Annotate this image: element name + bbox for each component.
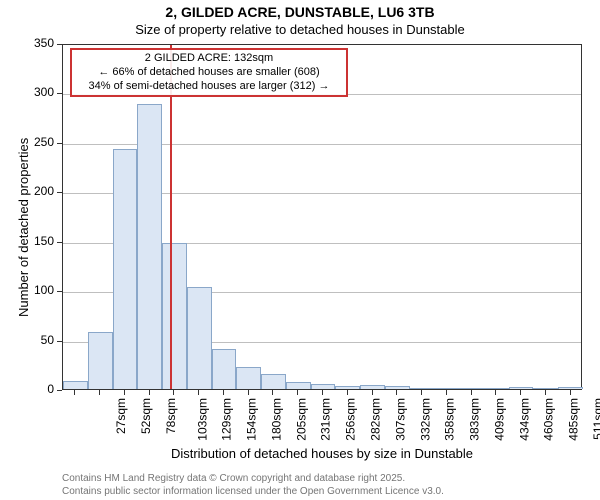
x-tick-label: 231sqm xyxy=(319,398,333,441)
histogram-bar xyxy=(410,388,435,389)
y-tick-label: 150 xyxy=(0,234,54,248)
chart-subtitle: Size of property relative to detached ho… xyxy=(0,22,600,37)
y-tick-label: 100 xyxy=(0,283,54,297)
y-tick-label: 350 xyxy=(0,36,54,50)
x-tick-label: 78sqm xyxy=(164,398,178,434)
y-tick-mark xyxy=(57,291,62,292)
histogram-bar xyxy=(360,385,385,389)
y-tick-label: 50 xyxy=(0,333,54,347)
y-tick-mark xyxy=(57,390,62,391)
histogram-bar xyxy=(286,382,311,389)
chart-container: { "chart": { "type": "histogram", "title… xyxy=(0,0,600,500)
y-tick-mark xyxy=(57,143,62,144)
x-tick-mark xyxy=(446,390,447,395)
x-tick-mark xyxy=(520,390,521,395)
histogram-bar xyxy=(558,387,583,389)
footer-line-1: Contains HM Land Registry data © Crown c… xyxy=(62,472,444,485)
x-tick-label: 52sqm xyxy=(139,398,153,434)
histogram-bar xyxy=(335,386,360,389)
x-tick-mark xyxy=(248,390,249,395)
x-tick-mark xyxy=(124,390,125,395)
x-tick-label: 282sqm xyxy=(369,398,383,441)
x-tick-label: 485sqm xyxy=(567,398,581,441)
histogram-bar xyxy=(187,287,212,389)
footer-attribution: Contains HM Land Registry data © Crown c… xyxy=(62,472,444,498)
y-tick-label: 200 xyxy=(0,184,54,198)
x-tick-mark xyxy=(396,390,397,395)
y-tick-mark xyxy=(57,242,62,243)
y-tick-mark xyxy=(57,192,62,193)
x-tick-label: 434sqm xyxy=(517,398,531,441)
x-tick-mark xyxy=(372,390,373,395)
y-tick-label: 0 xyxy=(0,382,54,396)
x-tick-label: 460sqm xyxy=(542,398,556,441)
x-tick-label: 409sqm xyxy=(493,398,507,441)
histogram-bar xyxy=(261,374,286,389)
x-tick-label: 103sqm xyxy=(195,398,209,441)
chart-title: 2, GILDED ACRE, DUNSTABLE, LU6 3TB xyxy=(0,4,600,20)
x-tick-mark xyxy=(173,390,174,395)
histogram-bar xyxy=(63,381,88,389)
x-tick-mark xyxy=(347,390,348,395)
y-tick-mark xyxy=(57,93,62,94)
y-tick-label: 300 xyxy=(0,85,54,99)
histogram-bar xyxy=(509,387,534,389)
x-tick-mark xyxy=(74,390,75,395)
x-tick-mark xyxy=(322,390,323,395)
histogram-bar xyxy=(162,243,187,389)
x-axis-label: Distribution of detached houses by size … xyxy=(62,446,582,461)
x-tick-label: 383sqm xyxy=(468,398,482,441)
x-tick-label: 205sqm xyxy=(294,398,308,441)
histogram-bar xyxy=(434,388,459,389)
x-tick-label: 332sqm xyxy=(418,398,432,441)
x-tick-mark xyxy=(421,390,422,395)
histogram-bar xyxy=(484,388,509,389)
x-tick-mark xyxy=(545,390,546,395)
x-tick-label: 154sqm xyxy=(245,398,259,441)
y-tick-mark xyxy=(57,341,62,342)
x-tick-label: 358sqm xyxy=(443,398,457,441)
histogram-bar xyxy=(113,149,138,389)
histogram-bar xyxy=(212,349,237,389)
histogram-bar xyxy=(533,388,558,389)
footer-line-2: Contains public sector information licen… xyxy=(62,485,444,498)
histogram-bar xyxy=(459,388,484,389)
x-tick-mark xyxy=(223,390,224,395)
x-tick-label: 256sqm xyxy=(344,398,358,441)
y-tick-label: 250 xyxy=(0,135,54,149)
x-tick-mark xyxy=(149,390,150,395)
y-tick-mark xyxy=(57,44,62,45)
x-tick-mark xyxy=(198,390,199,395)
x-tick-mark xyxy=(570,390,571,395)
annotation-line-2: ← 66% of detached houses are smaller (60… xyxy=(78,66,340,80)
x-tick-label: 27sqm xyxy=(114,398,128,434)
x-tick-mark xyxy=(495,390,496,395)
histogram-bar xyxy=(236,367,261,389)
histogram-bar xyxy=(311,384,336,389)
histogram-bar xyxy=(88,332,113,389)
x-tick-label: 180sqm xyxy=(270,398,284,441)
x-tick-label: 511sqm xyxy=(591,398,600,440)
x-tick-mark xyxy=(471,390,472,395)
x-tick-mark xyxy=(99,390,100,395)
x-tick-label: 129sqm xyxy=(220,398,234,441)
annotation-box: 2 GILDED ACRE: 132sqm ← 66% of detached … xyxy=(70,48,348,97)
annotation-line-1: 2 GILDED ACRE: 132sqm xyxy=(78,52,340,66)
x-tick-mark xyxy=(272,390,273,395)
annotation-line-3: 34% of semi-detached houses are larger (… xyxy=(78,80,340,94)
x-tick-mark xyxy=(297,390,298,395)
histogram-bar xyxy=(385,386,410,389)
x-tick-label: 307sqm xyxy=(393,398,407,441)
histogram-bar xyxy=(137,104,162,389)
